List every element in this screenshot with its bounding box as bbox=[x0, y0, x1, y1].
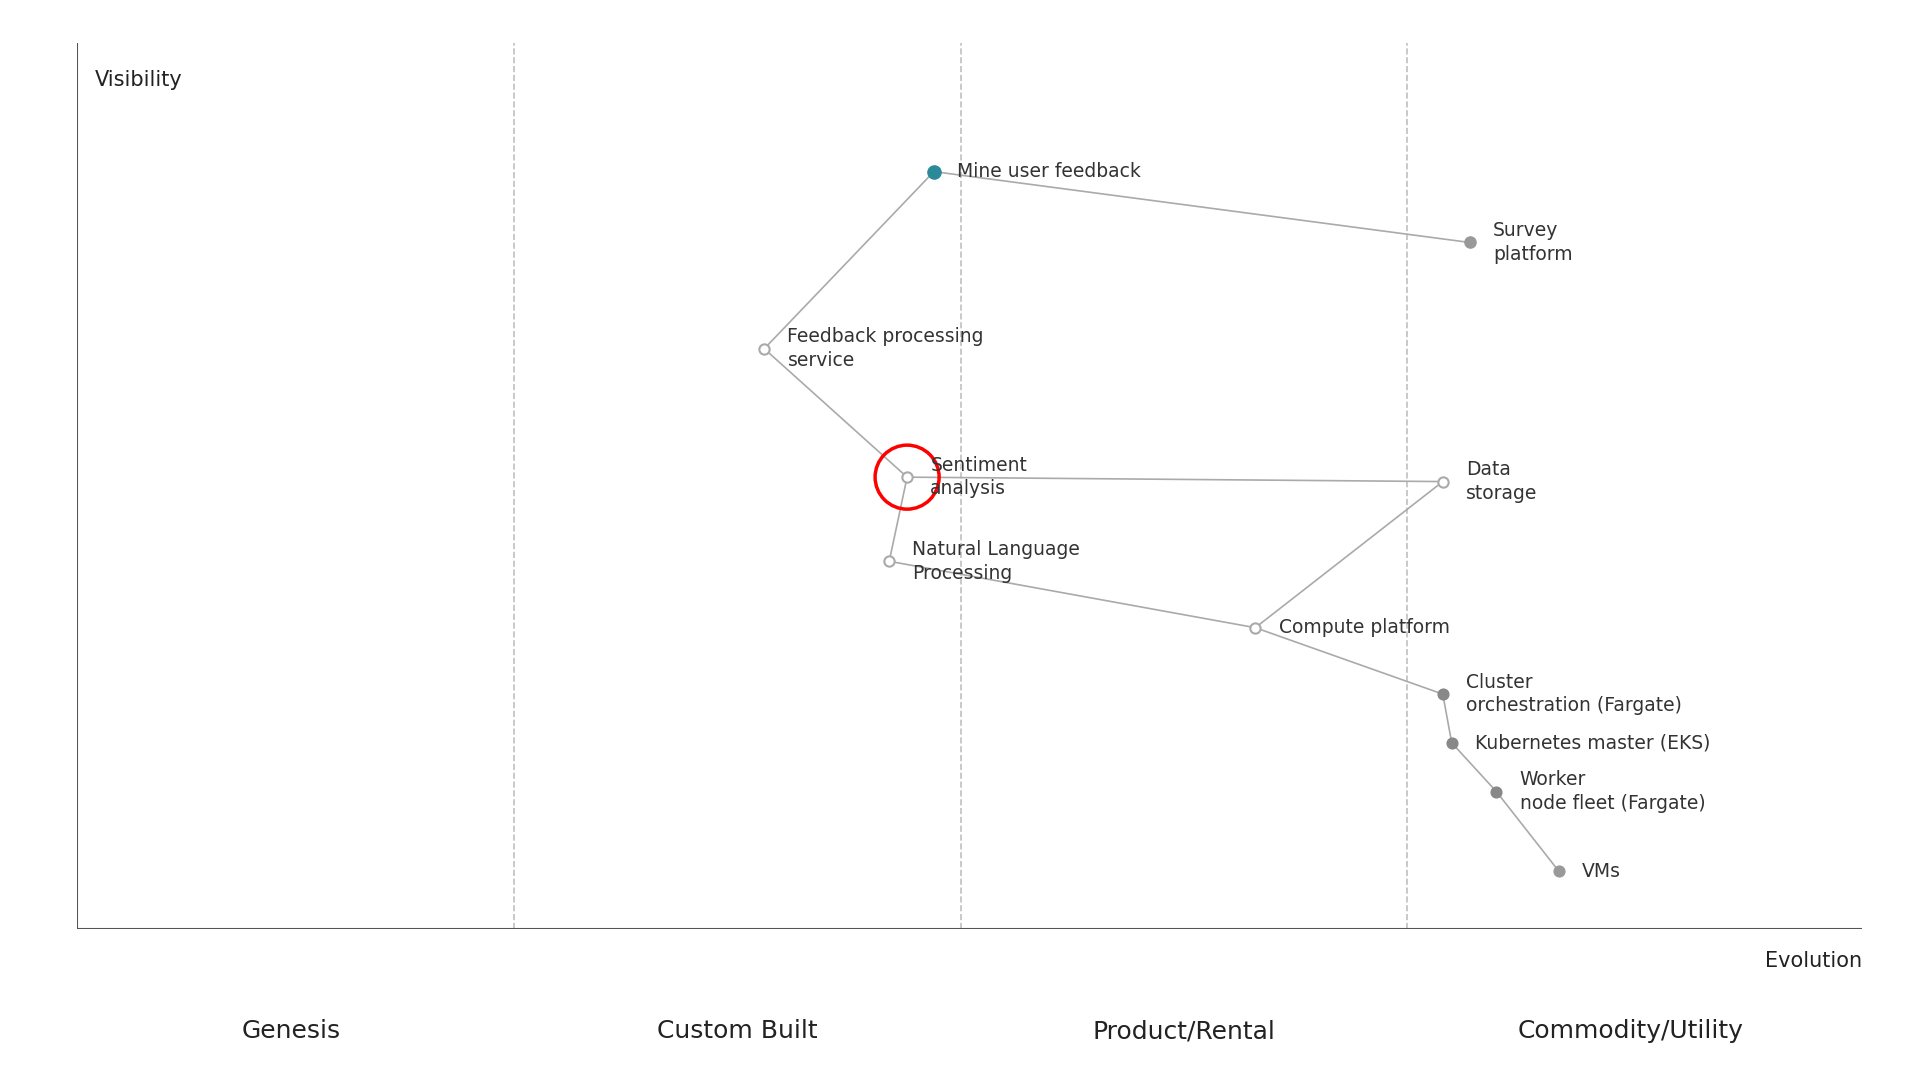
Text: Custom Built: Custom Built bbox=[657, 1020, 818, 1043]
Text: Survey
platform: Survey platform bbox=[1492, 221, 1572, 264]
Text: Sentiment
analysis: Sentiment analysis bbox=[931, 456, 1027, 498]
Point bbox=[1427, 473, 1457, 490]
Text: Worker
node fleet (Fargate): Worker node fleet (Fargate) bbox=[1519, 770, 1705, 813]
Text: VMs: VMs bbox=[1582, 862, 1620, 880]
Point bbox=[1544, 863, 1574, 880]
Point bbox=[891, 469, 922, 486]
Point bbox=[749, 340, 780, 357]
Text: Visibility: Visibility bbox=[94, 70, 182, 90]
Point bbox=[1436, 734, 1467, 752]
Point bbox=[1240, 619, 1271, 636]
Text: Mine user feedback: Mine user feedback bbox=[956, 162, 1140, 181]
Point bbox=[918, 163, 948, 180]
Text: Evolution: Evolution bbox=[1764, 950, 1862, 971]
Text: Natural Language
Processing: Natural Language Processing bbox=[912, 540, 1081, 582]
Text: Commodity/Utility: Commodity/Utility bbox=[1517, 1020, 1743, 1043]
Text: Compute platform: Compute platform bbox=[1279, 618, 1450, 637]
Text: Cluster
orchestration (Fargate): Cluster orchestration (Fargate) bbox=[1467, 673, 1682, 715]
Text: Data
storage: Data storage bbox=[1467, 460, 1538, 503]
Text: Genesis: Genesis bbox=[242, 1020, 340, 1043]
Point bbox=[1427, 686, 1457, 703]
Point bbox=[1453, 234, 1484, 252]
Text: Kubernetes master (EKS): Kubernetes master (EKS) bbox=[1475, 733, 1711, 753]
Point bbox=[1480, 783, 1511, 800]
Text: Feedback processing
service: Feedback processing service bbox=[787, 327, 983, 370]
Point bbox=[874, 553, 904, 570]
Text: Product/Rental: Product/Rental bbox=[1092, 1020, 1275, 1043]
